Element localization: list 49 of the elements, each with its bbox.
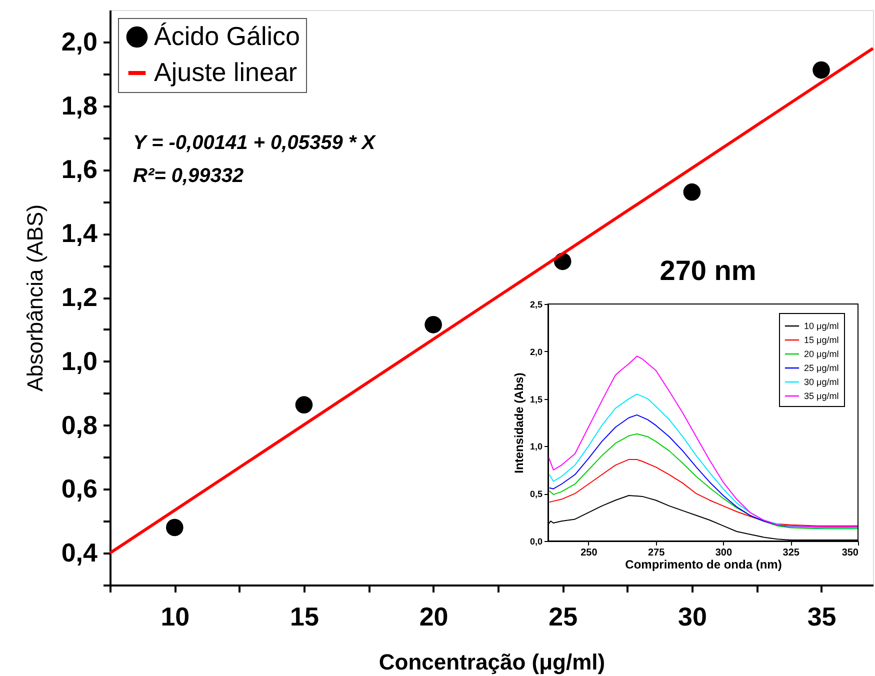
point: [812, 61, 830, 79]
y-tick-label: 1,8: [61, 90, 98, 120]
x-axis-title: Concentração (μg/ml): [378, 650, 606, 674]
y-axis-title: Intensidade (Abs): [512, 372, 526, 474]
line-series: [548, 394, 858, 528]
y-tick-label: 0,4: [61, 538, 98, 568]
y-tick-label: 0,6: [61, 474, 98, 504]
legend-label: Ácido Gálico: [154, 21, 300, 51]
y-tick-label: 1,2: [61, 282, 98, 312]
x-tick-label: 25: [548, 602, 578, 632]
point: [424, 316, 442, 334]
point: [683, 183, 701, 201]
y-tick-label: 0,5: [530, 489, 542, 500]
y-tick-label: 2,5: [530, 300, 542, 310]
x-tick-label: 10: [160, 602, 190, 632]
point: [295, 396, 313, 414]
legend-label: 35 μg/ml: [804, 391, 839, 401]
line-series: [548, 433, 858, 530]
annotation: R²= 0,99332: [133, 165, 244, 187]
x-tick-label: 30: [678, 602, 707, 632]
y-tick-label: 1,4: [61, 218, 98, 248]
x-axis-title: Comprimento de onda (nm): [625, 558, 782, 572]
legend-label: 10 μg/ml: [804, 321, 839, 331]
legend-label: 15 μg/ml: [804, 335, 839, 345]
point: [166, 518, 184, 536]
x-tick-label: 325: [782, 548, 800, 558]
chart-title: 270 nm: [660, 255, 756, 286]
y-tick-label: 0,0: [530, 536, 542, 546]
x-tick-label: 300: [715, 548, 732, 558]
line-series: [548, 458, 858, 526]
y-tick-label: 1,5: [530, 394, 542, 404]
y-tick-label: 1,0: [530, 442, 542, 452]
x-tick-label: 250: [580, 548, 598, 558]
legend-label: 30 μg/ml: [804, 377, 839, 387]
x-tick-label: 15: [290, 602, 319, 632]
x-tick-label: 275: [648, 548, 666, 558]
annotation: Y = -0,00141 + 0,05359 * X: [133, 132, 377, 154]
y-tick-label: 1,0: [61, 346, 98, 376]
y-axis-title: Absorbância (ABS): [22, 204, 48, 392]
x-tick-label: 35: [807, 602, 836, 632]
y-tick-label: 0,8: [61, 410, 98, 440]
x-tick-label: 350: [842, 548, 859, 558]
legend-label: Ajuste linear: [154, 57, 298, 87]
legend-label: 20 μg/ml: [804, 349, 839, 359]
y-tick-label: 2,0: [530, 346, 542, 357]
legend-label: 25 μg/ml: [804, 363, 839, 373]
y-tick-label: 1,6: [61, 154, 98, 184]
y-tick-label: 2,0: [61, 26, 98, 56]
x-tick-label: 20: [419, 602, 448, 632]
